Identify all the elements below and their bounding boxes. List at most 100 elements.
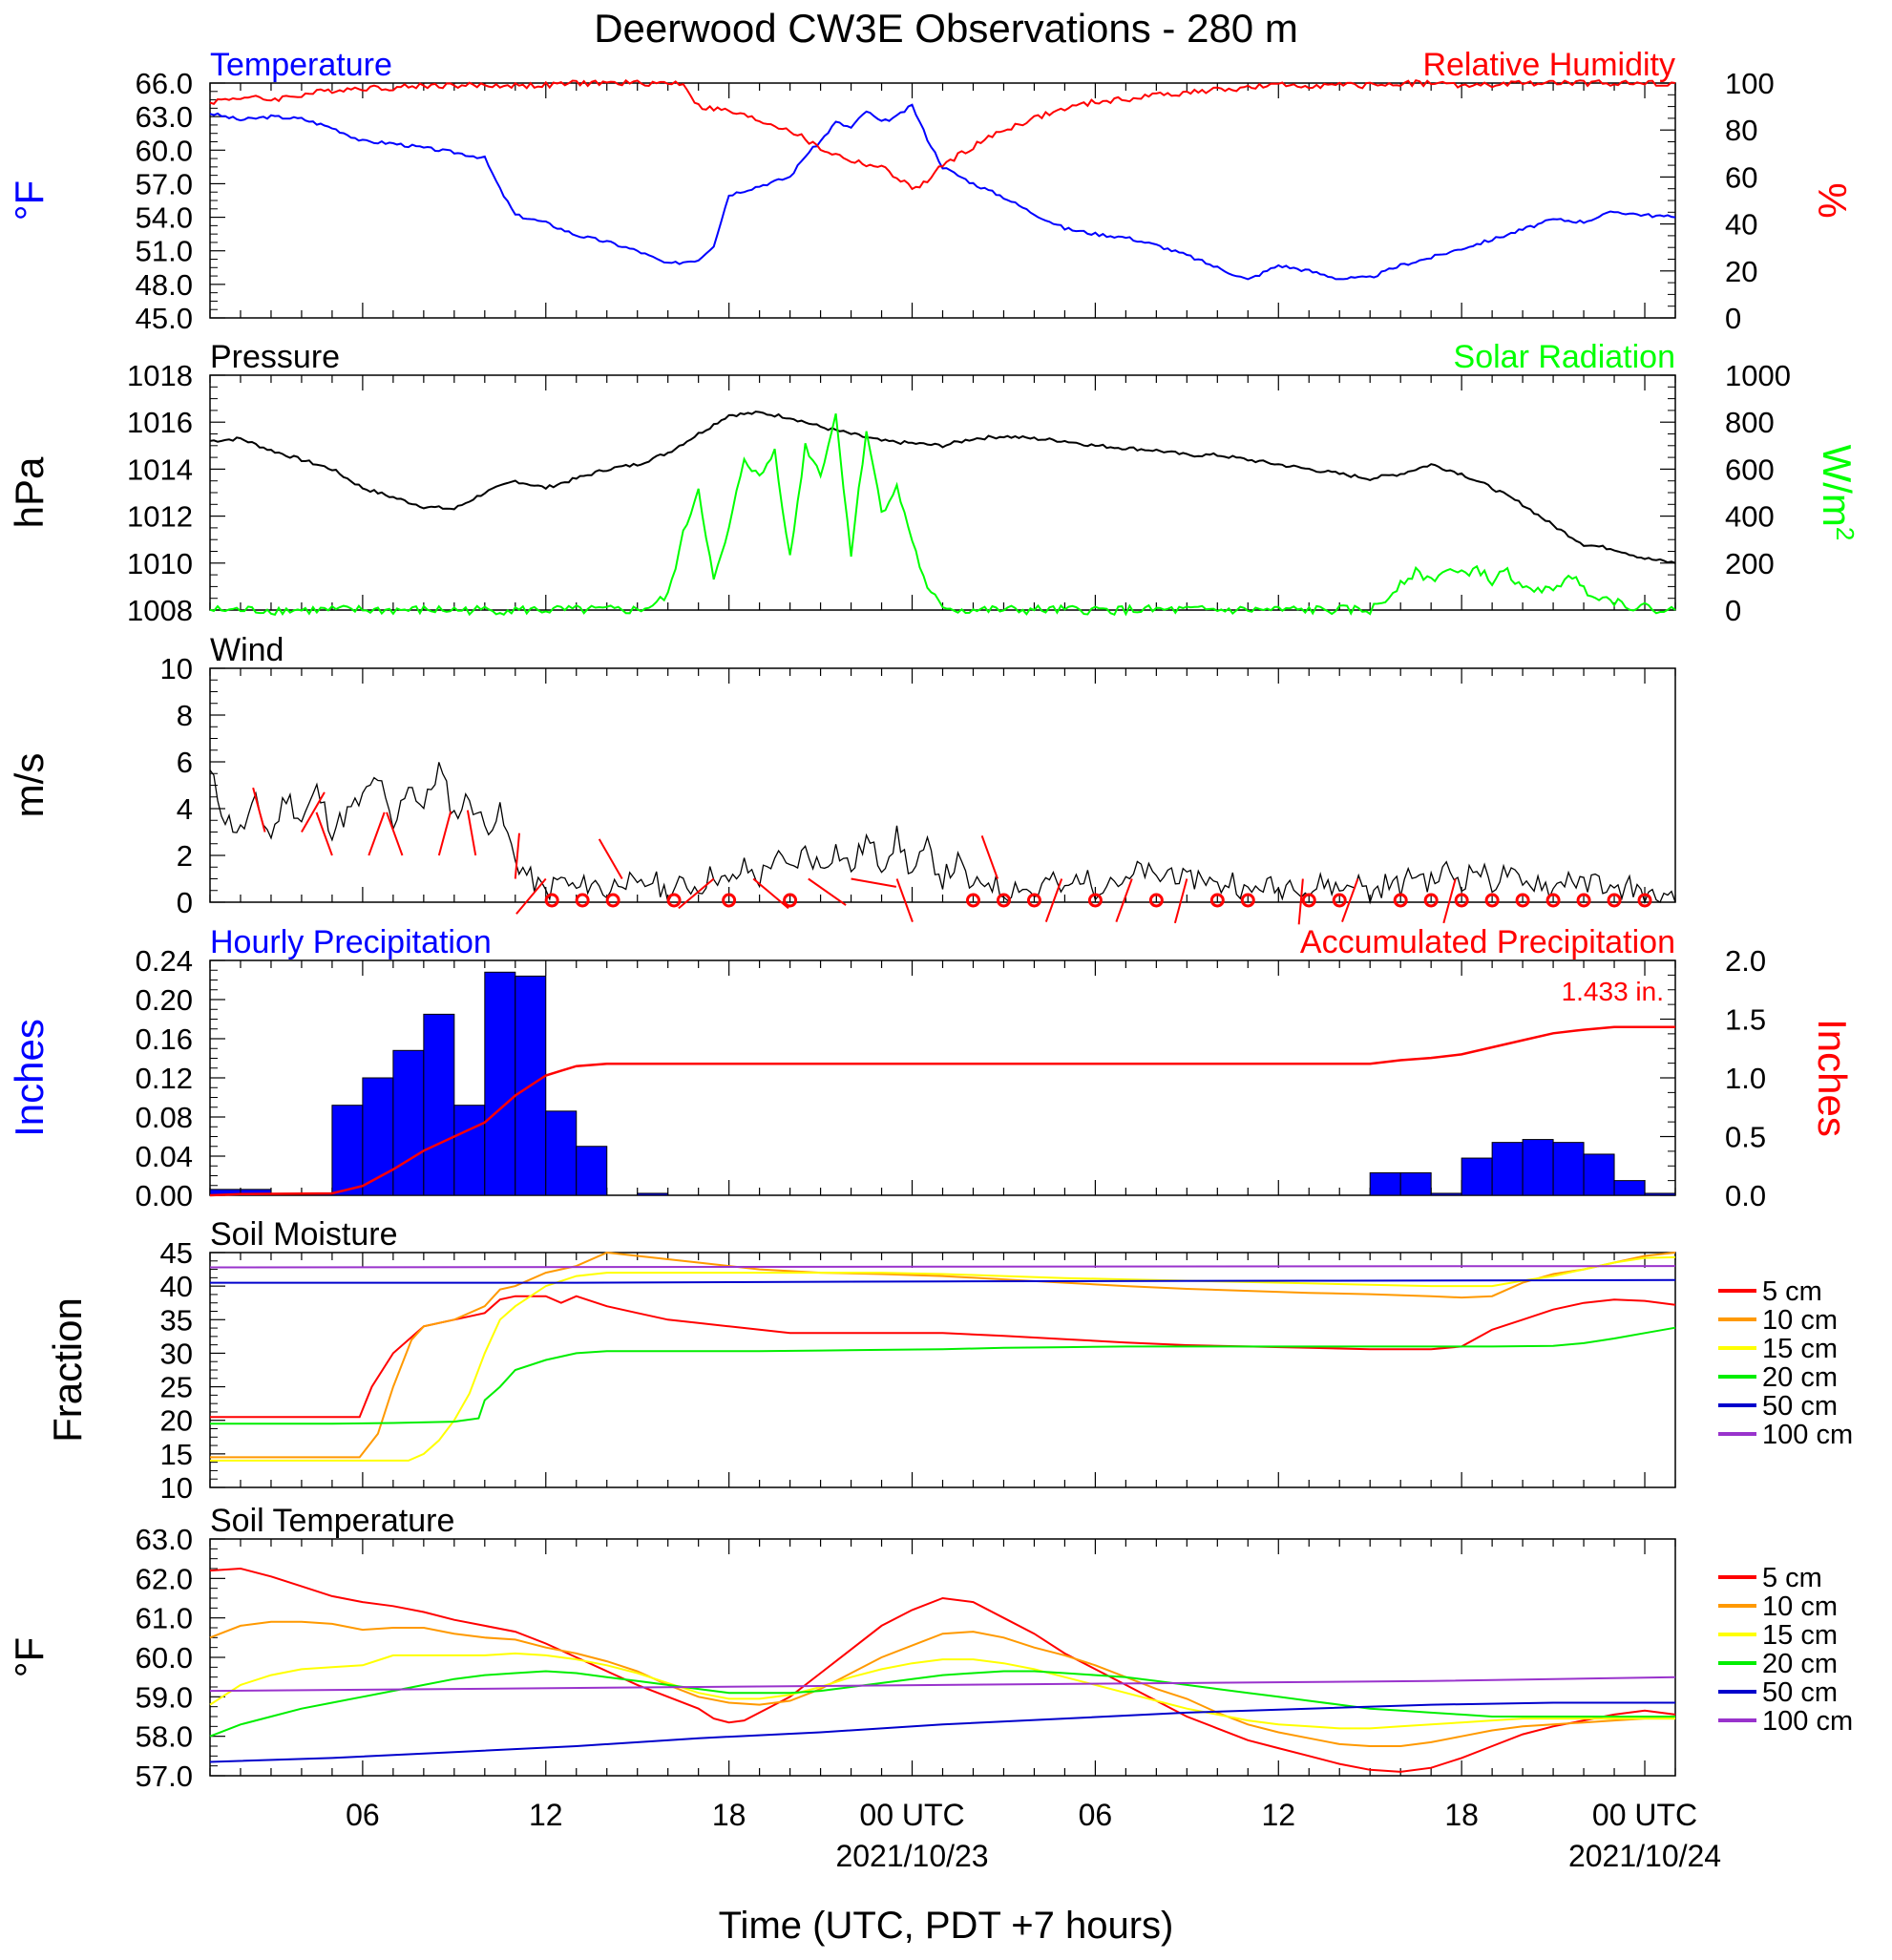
calm-wind-marker — [544, 893, 559, 908]
calm-wind-marker — [666, 893, 682, 908]
pressure_solar-ytick-label: 1018 — [127, 359, 193, 392]
precip-bar — [576, 1146, 608, 1196]
soil_moisture-series-line — [210, 1326, 1676, 1425]
soil_moisture-series-line — [210, 1278, 1676, 1284]
wind-barb — [980, 835, 999, 879]
wind-barb — [466, 810, 477, 856]
wind-barb — [252, 787, 266, 832]
soil_moisture-ytick-label: 45 — [160, 1236, 193, 1270]
pressure_solar-ytick-label: 0 — [1725, 594, 1741, 627]
pressure_solar-right-title: Solar Radiation — [1454, 339, 1675, 375]
soil_temp-ytick-label: 62.0 — [136, 1562, 193, 1595]
precip-ytick-label: 0.16 — [136, 1022, 193, 1056]
precip-bar — [331, 1105, 364, 1196]
precip-ytick-label: 1.0 — [1725, 1062, 1766, 1095]
pressure_solar-ytick-label: 1008 — [127, 594, 193, 627]
x-tick-label: 06 — [346, 1798, 380, 1832]
precip-bar — [1552, 1142, 1585, 1196]
calm-wind-marker — [996, 893, 1011, 908]
wind-ytick-label: 6 — [177, 746, 193, 779]
wind-ytick-label: 8 — [177, 699, 193, 732]
soil_moisture-series-line — [209, 1265, 1676, 1269]
soil_moisture-legend-label: 20 cm — [1762, 1362, 1838, 1393]
temp_rh-ytick-label: 63.0 — [136, 100, 193, 134]
pressure_solar-ytick-label: 1014 — [127, 453, 193, 486]
x-tick-label: 12 — [529, 1798, 563, 1832]
soil_temp-ytick-label: 63.0 — [136, 1523, 193, 1556]
soil_temp-series-line — [209, 1567, 1676, 1773]
wind-panel: 0 2 4 6 8 10 Wind m/s — [7, 632, 1676, 925]
soil_temp-panel: 57.0 58.0 59.0 60.0 61.0 62.0 63.0 Soil Tempera… — [7, 1503, 1853, 1793]
pressure_solar-ytick-label: 1010 — [127, 547, 193, 580]
wind-barb — [514, 832, 520, 879]
pressure_solar-ylabel: hPa — [7, 456, 52, 528]
precip-bar — [1430, 1192, 1462, 1196]
x-tick-date: 2021/10/23 — [835, 1839, 988, 1873]
wind-barb — [386, 811, 404, 856]
x-tick-label: 06 — [1079, 1798, 1113, 1832]
wind-barb — [752, 877, 789, 910]
soil_moisture-ytick-label: 40 — [160, 1270, 193, 1303]
calm-wind-marker — [1515, 893, 1530, 908]
calm-wind-marker — [1484, 893, 1500, 908]
wind-barb — [437, 811, 452, 856]
calm-wind-marker — [783, 893, 798, 908]
soil_moisture-left-title: Soil Moisture — [210, 1216, 398, 1253]
wind-barb — [515, 877, 547, 915]
wind-barb — [1044, 878, 1063, 922]
temp_rh-series-line — [209, 103, 1676, 281]
soil_temp-ytick-label: 57.0 — [136, 1760, 193, 1793]
precip-bar — [240, 1189, 272, 1196]
precip-ytick-label: 0.00 — [136, 1179, 193, 1212]
calm-wind-marker — [1332, 893, 1347, 908]
wind-barb — [1341, 878, 1359, 922]
x-tick-label: 18 — [1444, 1798, 1479, 1832]
temp_rh-ytick-label: 40 — [1725, 208, 1757, 242]
soil_temp-ylabel: °F — [7, 1637, 52, 1677]
soil_temp-series-line — [209, 1701, 1675, 1763]
precip-panel: 0.00 0.04 0.08 0.12 0.16 0.20 0.24 0.0 0.5 1.0 1.5… — [7, 924, 1855, 1212]
soil_temp-left-title: Soil Temperature — [210, 1503, 454, 1539]
soil_moisture-ylabel: Fraction — [45, 1297, 90, 1443]
calm-wind-marker — [1545, 893, 1561, 908]
soil_moisture-ytick-label: 10 — [160, 1471, 193, 1505]
temp_rh-ytick-label: 54.0 — [136, 201, 193, 235]
precip-bar — [1583, 1153, 1615, 1196]
calm-wind-marker — [1637, 893, 1652, 908]
soil_moisture-ytick-label: 35 — [160, 1303, 193, 1337]
precip-bar — [1522, 1139, 1554, 1196]
wind-barb — [315, 811, 333, 856]
calm-wind-marker — [1301, 893, 1316, 908]
soil_moisture-legend-label: 50 cm — [1762, 1391, 1838, 1422]
precip-bar — [1644, 1192, 1676, 1196]
precip-ytick-label: 1.5 — [1725, 1003, 1766, 1037]
precip-left-title: Hourly Precipitation — [210, 924, 492, 960]
calm-wind-marker — [1087, 893, 1103, 908]
soil_temp-legend-label: 20 cm — [1762, 1649, 1838, 1679]
wind-barb — [895, 878, 914, 922]
soil_temp-frame — [209, 1538, 1676, 1777]
soil_moisture-series-line — [210, 1295, 1676, 1419]
wind-barb — [301, 791, 326, 833]
precip-ytick-label: 0.5 — [1725, 1121, 1766, 1154]
precip-bar — [1399, 1171, 1432, 1196]
x-axis-label: Time (UTC, PDT +7 hours) — [719, 1905, 1174, 1947]
precip-bar — [362, 1077, 394, 1196]
precip-bar — [1613, 1180, 1646, 1196]
temp_rh-ytick-label: 48.0 — [136, 268, 193, 302]
pressure_solar-ytick-label: 1000 — [1725, 359, 1791, 392]
pressure_solar-y2label: W/m2 — [1815, 445, 1860, 541]
soil_temp-ytick-label: 58.0 — [136, 1720, 193, 1754]
pressure_solar-ytick-label: 1016 — [127, 406, 193, 439]
soil_moisture-ytick-label: 30 — [160, 1337, 193, 1370]
soil_temp-ytick-label: 61.0 — [136, 1602, 193, 1635]
pressure_solar-ytick-label: 1012 — [127, 500, 193, 534]
temp_rh-left-title: Temperature — [210, 47, 392, 83]
pressure_solar-frame — [209, 374, 1676, 611]
temp_rh-y2label: % — [1810, 182, 1855, 218]
temp_rh-ytick-label: 60.0 — [136, 134, 193, 167]
precip-bar — [637, 1192, 669, 1196]
x-tick-label: 12 — [1261, 1798, 1295, 1832]
soil_temp-ytick-label: 60.0 — [136, 1641, 193, 1675]
